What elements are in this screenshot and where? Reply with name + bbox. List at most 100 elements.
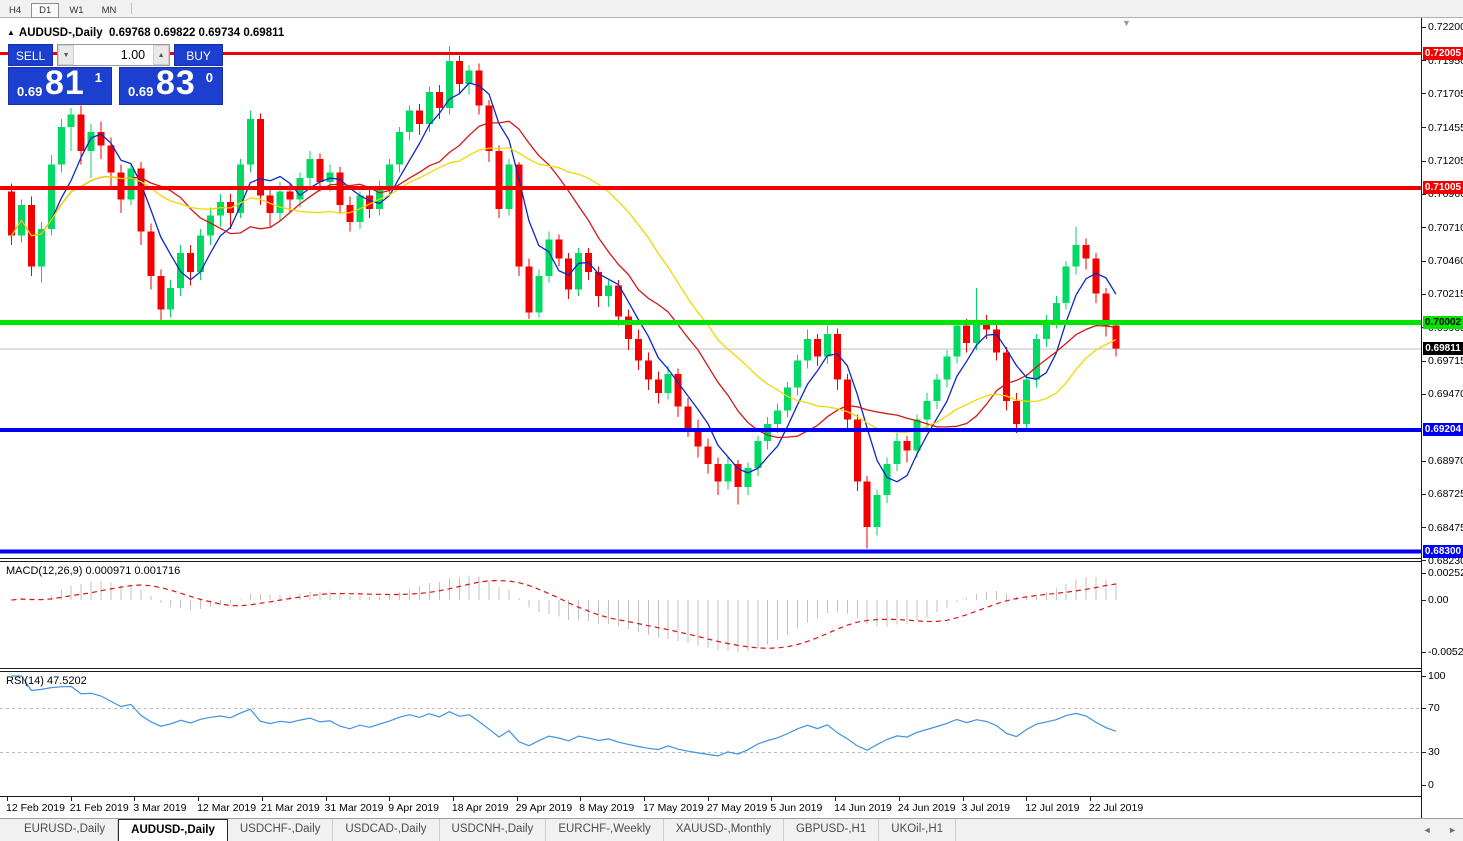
chart-tab-audusd[interactable]: AUDUSD-,Daily [118, 819, 228, 841]
chart-tab-usdcad[interactable]: USDCAD-,Daily [333, 819, 440, 841]
price-axis-tick [1422, 194, 1426, 195]
candle-body [435, 91, 443, 109]
panel-splitter-chart-macd[interactable] [0, 558, 1421, 562]
candlestick-canvas[interactable] [0, 18, 1421, 558]
candle-body [276, 191, 284, 213]
volume-field[interactable]: 1.00 [120, 48, 146, 62]
price-axis-tick-label: 0.69470 [1428, 388, 1463, 401]
price-axis[interactable]: 0.722000.719500.717050.714550.712050.709… [1421, 18, 1463, 818]
candle-body [425, 91, 433, 125]
candle-body [654, 379, 662, 393]
time-axis-tick [707, 797, 709, 801]
candle-body [346, 204, 354, 223]
rsi-axis-tick [1422, 676, 1426, 677]
time-axis-label: 14 Jun 2019 [834, 802, 892, 814]
chart-shift-marker-icon[interactable]: ▼ [1122, 18, 1131, 28]
time-axis[interactable]: 12 Feb 2019 21 Feb 2019 3 Mar 2019 12 Mar 2… [0, 796, 1421, 818]
candle-body [1092, 258, 1100, 294]
candle-body [485, 105, 493, 152]
candle-body [167, 288, 175, 310]
price-chart-panel[interactable]: ▼ ▲ AUDUSD-,Daily 0.69768 0.69822 0.69734… [0, 18, 1421, 558]
candle-body [624, 316, 632, 340]
candle-body [833, 333, 841, 380]
sell-button[interactable]: SELL [8, 44, 54, 66]
price-axis-tick [1422, 527, 1426, 528]
candle-body [246, 118, 254, 165]
candle-body [674, 374, 682, 407]
price-axis-tick-label: 0.70710 [1428, 221, 1463, 234]
candle-body [406, 110, 413, 133]
macd-axis-tick [1422, 652, 1426, 653]
time-axis-label: 12 Jul 2019 [1025, 802, 1080, 814]
chart-symbol-label: AUDUSD-,Daily [18, 27, 103, 39]
candle-body [57, 126, 65, 165]
panel-splitter-macd-rsi[interactable] [0, 668, 1421, 672]
time-axis-label: 24 Jun 2019 [897, 802, 956, 814]
candle-body [117, 172, 125, 200]
time-axis-label: 17 May 2019 [643, 802, 704, 814]
chart-tab-ukoil[interactable]: UKOil-,H1 [879, 819, 957, 841]
rsi-canvas[interactable] [0, 672, 1421, 796]
chart-tab-usdcnh[interactable]: USDCNH-,Daily [440, 819, 547, 841]
timeframe-button-mn[interactable]: MN [101, 5, 117, 16]
macd-axis-label: 0.00 [1428, 594, 1449, 606]
chart-tab-usdchf[interactable]: USDCHF-,Daily [228, 819, 334, 841]
sell-quote-box[interactable]: 0.69 81 1 [8, 64, 112, 105]
candle-body [1003, 352, 1010, 401]
rsi-label: RSI(14) 47.5202 [6, 675, 87, 687]
volume-decrease-icon[interactable]: ▼ [58, 45, 75, 65]
timeframe-button-h4[interactable]: H4 [9, 5, 22, 16]
time-axis-label: 12 Feb 2019 [6, 802, 65, 814]
macd-canvas[interactable] [0, 562, 1421, 668]
price-axis-tick-label: 0.68725 [1428, 488, 1463, 501]
price-axis-tick [1422, 161, 1426, 162]
time-axis-label: 21 Feb 2019 [69, 802, 129, 814]
candle-body [605, 285, 612, 297]
candle-body [455, 60, 463, 84]
candle-body [804, 339, 811, 361]
candle-body [565, 258, 573, 290]
ma-medium-line [10, 120, 1117, 439]
rsi-panel[interactable]: RSI(14) 47.5202 [0, 672, 1421, 796]
chart-tab-gbpusd[interactable]: GBPUSD-,H1 [784, 819, 880, 841]
candle-body [744, 468, 752, 487]
collapse-icon[interactable]: ▲ [7, 28, 15, 37]
candle-body [127, 168, 135, 200]
chart-tab-eurusd[interactable]: EURUSD-,Daily [12, 819, 119, 841]
buy-button[interactable]: BUY [174, 44, 223, 66]
candle-body [535, 275, 543, 313]
time-axis-tick [325, 797, 327, 801]
timeframe-button-d1[interactable]: D1 [31, 3, 60, 18]
chart-tab-xauusd[interactable]: XAUUSD-,Monthly [664, 819, 784, 841]
buy-price-prefix: 0.69 [128, 84, 154, 99]
time-axis-tick [389, 797, 391, 801]
candle-body [993, 329, 1001, 353]
macd-axis-tick [1422, 573, 1426, 574]
macd-signal-line [11, 579, 1117, 649]
buy-price-big: 83 [156, 64, 196, 102]
macd-axis-tick [1422, 600, 1426, 601]
price-axis-tick-label: 0.71950 [1428, 54, 1463, 67]
chart-tab-eurchf[interactable]: EURCHF-,Weekly [546, 819, 664, 841]
tabs-scroll-left-icon[interactable]: ◄ [1422, 825, 1432, 835]
time-axis-label: 29 Apr 2019 [515, 802, 573, 814]
volume-increase-icon[interactable]: ▲ [153, 45, 170, 65]
candle-body [197, 235, 205, 272]
buy-quote-box[interactable]: 0.69 83 0 [119, 64, 223, 105]
price-axis-tick [1422, 294, 1426, 295]
candle-body [754, 441, 762, 469]
candle-body [684, 406, 692, 428]
price-level-label-0.70002: 0.70002 [1423, 316, 1463, 330]
candle-body [943, 356, 951, 380]
price-axis-tick-label: 0.68475 [1428, 521, 1463, 534]
price-level-label-0.69204: 0.69204 [1423, 423, 1463, 437]
macd-panel[interactable]: MACD(12,26,9) 0.000971 0.001716 [0, 562, 1421, 668]
tabs-scroll-right-icon[interactable]: ► [1448, 825, 1457, 835]
candle-body [823, 333, 831, 357]
timeframe-button-w1[interactable]: W1 [69, 5, 84, 16]
ma-slow-line [10, 147, 1117, 433]
candle-body [37, 228, 45, 267]
price-axis-tick [1422, 261, 1426, 262]
candle-body [67, 114, 75, 127]
candle-body [694, 427, 702, 447]
